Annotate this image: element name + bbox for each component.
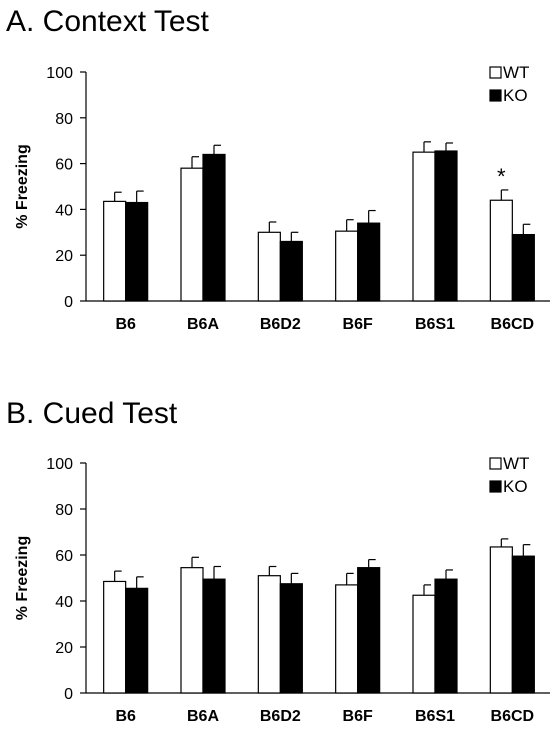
bar-wt — [180, 167, 204, 302]
category-group: B6S1 — [412, 569, 458, 725]
y-tick-label: 100 — [46, 65, 73, 82]
bar-ko — [434, 578, 458, 694]
legend-label: KO — [503, 86, 528, 105]
legend: WT KO — [489, 63, 529, 105]
y-tick-label: 100 — [46, 456, 73, 473]
bar-ko — [357, 222, 381, 302]
legend-swatch-ko — [489, 89, 502, 102]
bar-ko — [279, 583, 303, 694]
x-tick-label: B6A — [187, 708, 219, 725]
category-group: B6A — [180, 144, 226, 333]
y-tick-label: 60 — [55, 157, 73, 174]
legend: WT KO — [489, 454, 529, 496]
x-tick-label: B6D2 — [260, 316, 301, 333]
y-tick-label: 60 — [55, 548, 73, 565]
x-tick-label: B6 — [115, 316, 136, 333]
bar-ko — [511, 555, 535, 694]
chart-title: A. Context Test — [6, 5, 210, 38]
bar-wt — [412, 151, 436, 302]
y-tick-label: 20 — [55, 640, 73, 657]
bar-ko — [511, 233, 535, 302]
legend-label: WT — [503, 63, 529, 82]
bar-wt — [412, 594, 436, 694]
bar-ko — [125, 587, 149, 694]
bar-wt — [489, 546, 513, 694]
chart-panel-0: A. Context Test % Freezing 0 20 40 60 80 100 B6 B… — [6, 5, 550, 333]
bar-ko — [202, 153, 226, 302]
bar-wt — [103, 200, 127, 302]
bar-ko — [357, 567, 381, 694]
bar-ko — [202, 578, 226, 694]
y-axis-label: % Freezing — [14, 144, 31, 228]
bar-ko — [434, 150, 458, 302]
bar-wt — [335, 230, 359, 302]
legend-swatch-wt — [489, 457, 502, 470]
category-group: B6CD — [489, 189, 535, 333]
x-tick-label: B6CD — [491, 708, 535, 725]
y-axis-label: % Freezing — [14, 536, 31, 620]
y-tick-label: 20 — [55, 248, 73, 265]
category-group: B6F — [335, 558, 381, 725]
category-group: B6 — [103, 570, 149, 725]
bar-wt — [257, 575, 281, 694]
x-tick-label: B6F — [343, 316, 373, 333]
y-tick-label: 80 — [55, 111, 73, 128]
bar-ko — [279, 240, 303, 302]
bar-wt — [335, 584, 359, 694]
legend-swatch-ko — [489, 480, 502, 493]
bar-wt — [489, 199, 513, 302]
category-group: B6A — [180, 556, 226, 725]
category-group: B6F — [335, 209, 381, 333]
x-tick-label: B6CD — [491, 316, 535, 333]
x-tick-label: B6S1 — [415, 316, 455, 333]
category-group: B6 — [103, 190, 149, 333]
legend-swatch-wt — [489, 66, 502, 79]
chart-panel-1: B. Cued Test % Freezing 0 20 40 60 80 100 B6 B6A B… — [6, 397, 550, 725]
chart-title: B. Cued Test — [6, 397, 178, 430]
y-tick-label: 0 — [64, 686, 73, 703]
category-group: B6D2 — [257, 221, 303, 333]
category-group: B6S1 — [412, 141, 458, 333]
bar-ko — [125, 201, 149, 302]
legend-label: KO — [503, 477, 528, 496]
bar-wt — [103, 580, 127, 694]
bar-wt — [257, 231, 281, 302]
x-tick-label: B6D2 — [260, 708, 301, 725]
x-tick-label: B6 — [115, 708, 136, 725]
y-tick-label: 0 — [64, 294, 73, 311]
y-tick-label: 80 — [55, 502, 73, 519]
category-group: B6CD — [489, 538, 535, 725]
y-tick-label: 40 — [55, 202, 73, 219]
category-group: B6D2 — [257, 565, 303, 725]
x-tick-label: B6A — [187, 316, 219, 333]
significance-asterisk: * — [497, 164, 506, 189]
x-tick-label: B6S1 — [415, 708, 455, 725]
x-tick-label: B6F — [343, 708, 373, 725]
bar-wt — [180, 567, 204, 694]
y-tick-label: 40 — [55, 594, 73, 611]
legend-label: WT — [503, 454, 529, 473]
